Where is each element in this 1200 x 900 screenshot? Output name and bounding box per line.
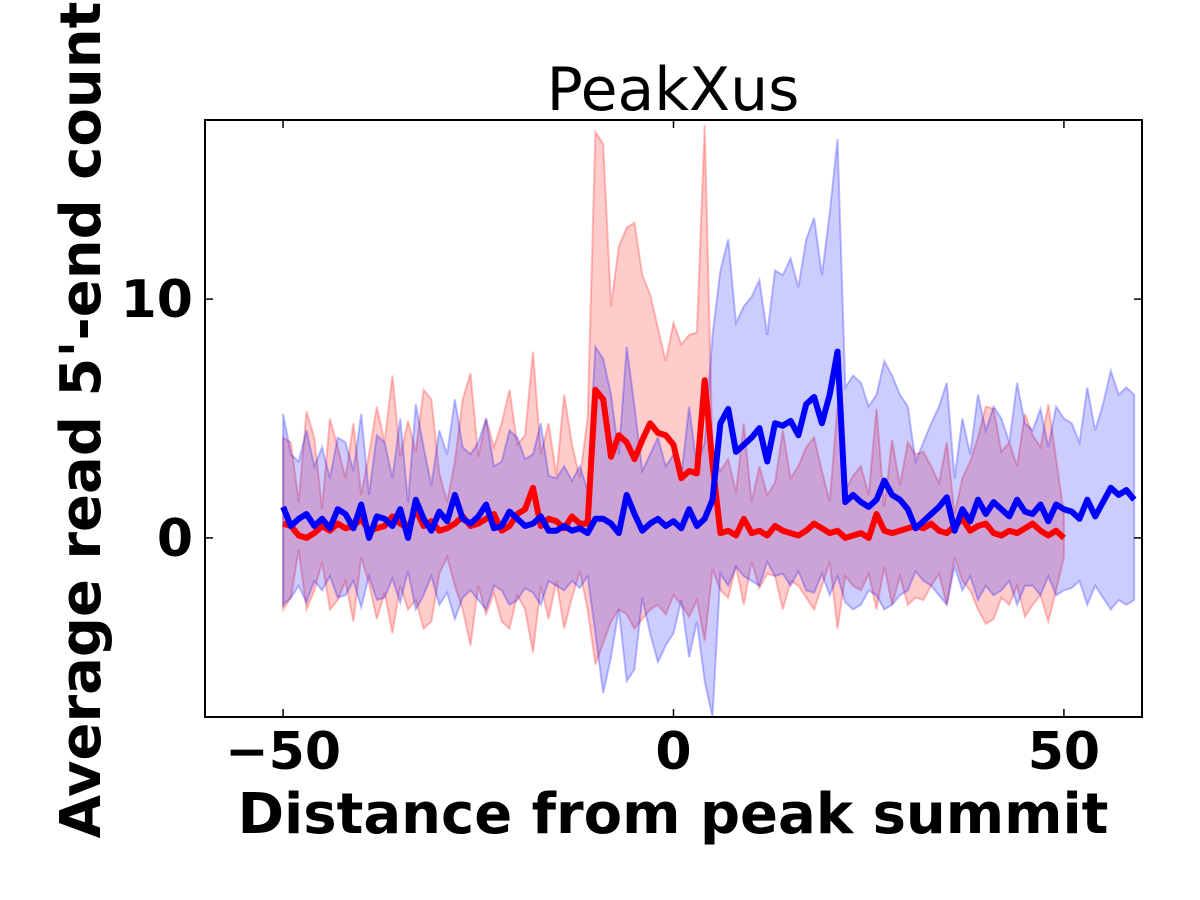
x-axis: −50 0 50 (225, 120, 1100, 782)
chart-title: PeakXus (547, 55, 800, 125)
series-group (280, 124, 1137, 717)
x-axis-label: Distance from peak summit (238, 782, 1109, 847)
x-tick-label: 0 (655, 722, 691, 782)
y-axis-label: Average read 5'-end count (49, 2, 114, 839)
y-axis: 0 10 (121, 270, 1142, 569)
x-tick-label: 50 (1028, 722, 1100, 782)
y-tick-label: 0 (157, 509, 193, 569)
y-tick-label: 10 (121, 270, 193, 330)
plot-area (280, 124, 1137, 717)
x-tick-label: −50 (225, 722, 341, 782)
series-line-2 (280, 348, 1137, 541)
